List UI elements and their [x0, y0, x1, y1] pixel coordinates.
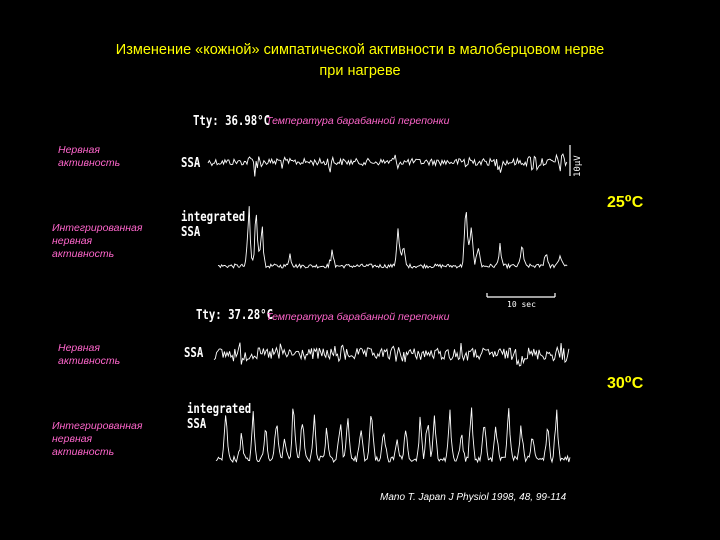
integrated-label-line2: нервная: [52, 433, 93, 445]
temperature-30: 30⁰C: [607, 375, 644, 392]
title-line-1: Изменение «кожной» симпатической активно…: [115, 42, 605, 58]
time-scale-bar: [486, 293, 556, 298]
integrated-trace-1: [217, 206, 568, 270]
nerve-label-line1: Нервная: [58, 144, 100, 156]
ssa-label-2: SSA: [184, 346, 204, 361]
integrated-activity-label-2: Интегрированная нервная активность: [52, 420, 143, 459]
temperature-25: 25⁰C: [607, 194, 644, 211]
integrated-trace-2: [215, 407, 571, 464]
time-scale-label: 10 sec: [507, 300, 536, 309]
integrated-ssa-word: SSA: [181, 225, 201, 240]
slide-title: Изменение «кожной» симпатической активно…: [0, 40, 720, 82]
raw-trace-2: [213, 342, 570, 367]
tty-readout-1: Tty: 36.98°C: [193, 114, 271, 129]
integrated-ssa-label-2: integrated SSA: [187, 402, 251, 432]
nerve-label-line2: активность: [58, 157, 121, 169]
title-line-2: при нагреве: [319, 63, 401, 79]
nerve-label-line2: активность: [58, 355, 121, 367]
integrated-label-line3: активность: [52, 248, 115, 260]
integrated-label-line1: Интегрированная: [52, 222, 143, 234]
integrated-activity-label-1: Интегрированная нервная активность: [52, 222, 143, 261]
nerve-activity-label-1: Нервная активность: [58, 144, 120, 170]
integrated-label-line3: активность: [52, 446, 115, 458]
tty-readout-2: Tty: 37.28°C: [196, 308, 274, 323]
integrated-label-line1: Интегрированная: [52, 420, 143, 432]
nerve-label-line1: Нервная: [58, 342, 100, 354]
integrated-ssa-label-1: integrated SSA: [181, 210, 245, 240]
citation: Mano T. Japan J Physiol 1998, 48, 99-114: [380, 492, 567, 503]
nerve-activity-label-2: Нервная активность: [58, 342, 120, 368]
ssa-label-1: SSA: [181, 156, 201, 171]
tty-label-2: Температура барабанной перепонки: [266, 311, 450, 323]
integrated-word: integrated: [187, 402, 252, 417]
integrated-ssa-word: SSA: [187, 417, 207, 432]
raw-trace-1: [207, 153, 568, 177]
integrated-word: integrated: [181, 210, 246, 225]
tty-label-1: Температура барабанной перепонки: [266, 115, 450, 127]
integrated-label-line2: нервная: [52, 235, 93, 247]
